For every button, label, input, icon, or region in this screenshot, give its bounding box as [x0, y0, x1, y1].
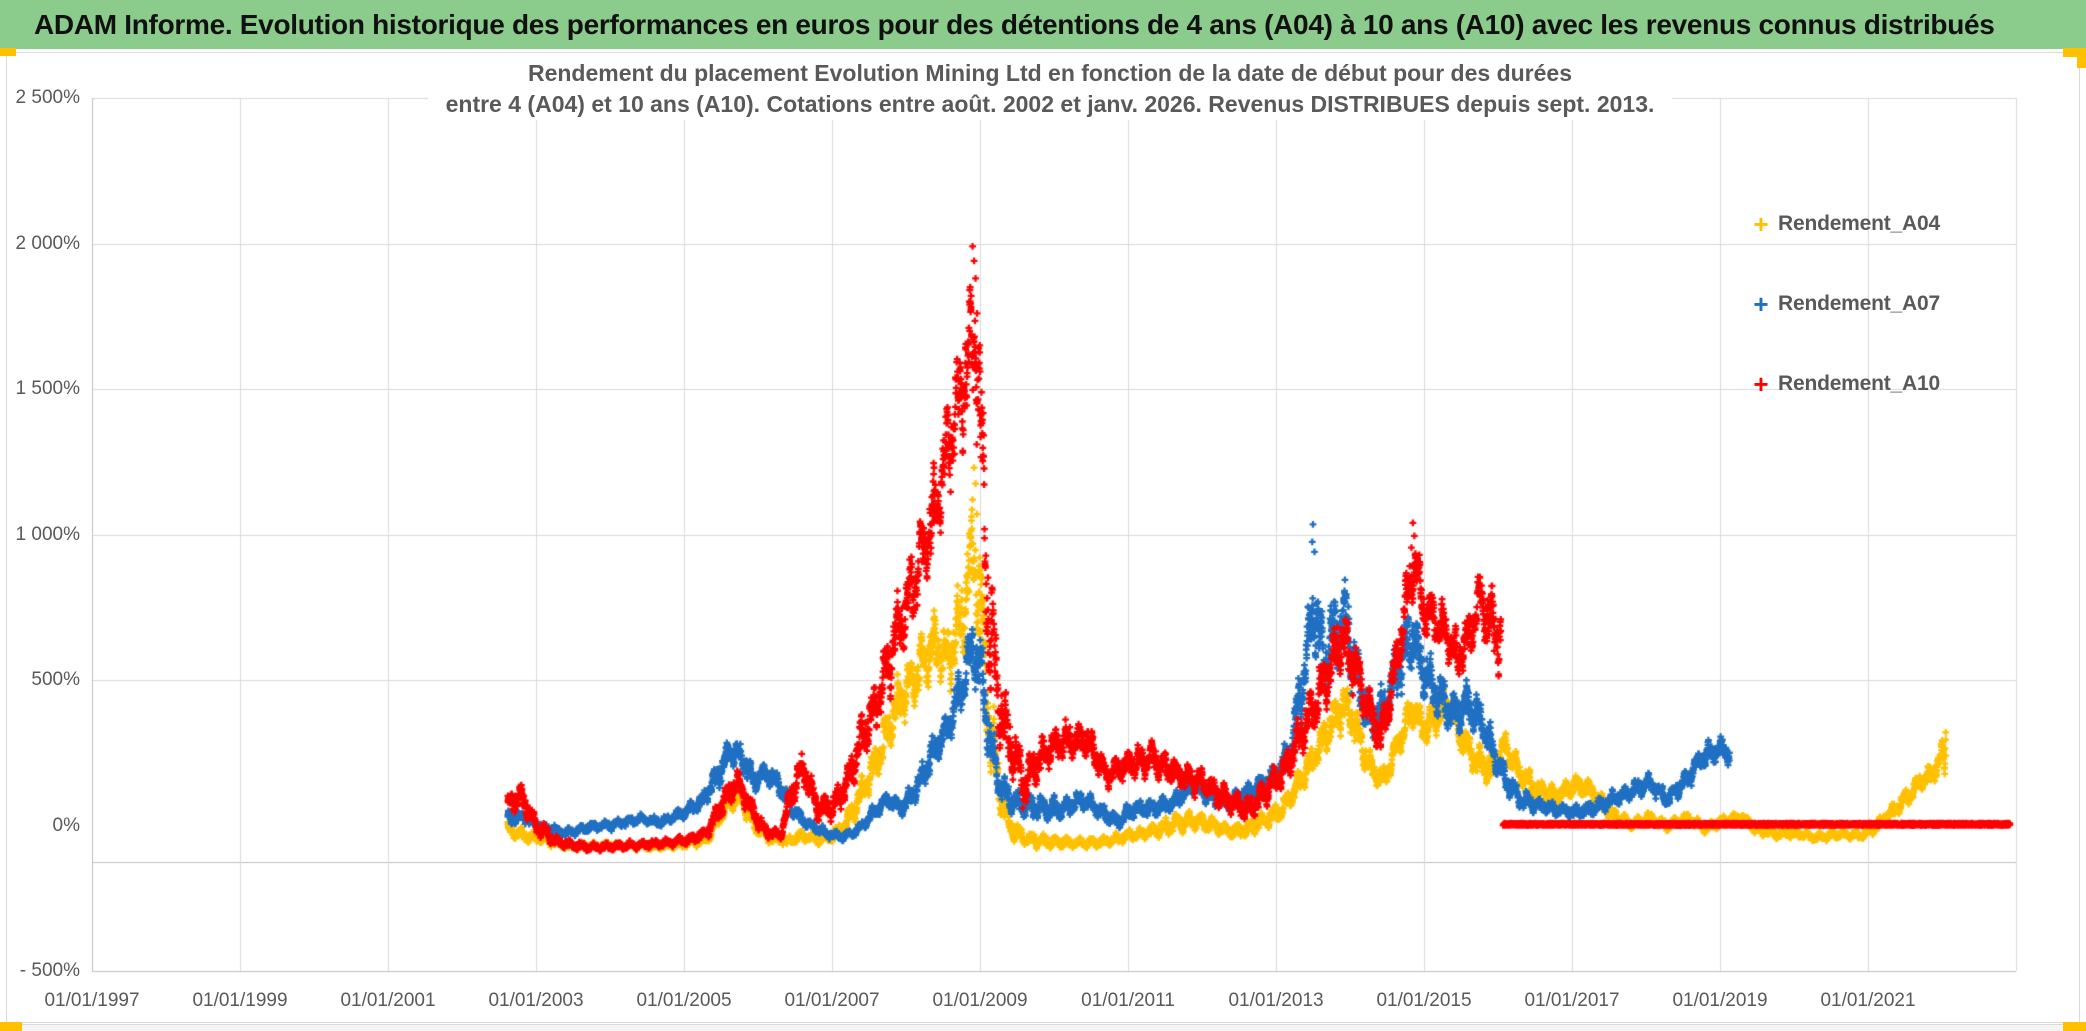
legend-item[interactable]: + Rendement_A10: [1748, 344, 2078, 424]
x-tick-label: 01/01/2007: [784, 990, 880, 1011]
y-tick-label: 500%: [31, 669, 80, 690]
y-tick-label: 2 000%: [15, 232, 80, 254]
legend-label: Rendement_A10: [1778, 372, 1940, 395]
legend-label: Rendement_A07: [1778, 292, 1940, 315]
x-tick-label: 01/01/2013: [1228, 990, 1324, 1011]
legend-label: Rendement_A04: [1778, 212, 1940, 235]
chart-title-line-2: entre 4 (A04) et 10 ans (A10). Cotations…: [445, 91, 1655, 117]
chart-legend: + Rendement_A04 + Rendement_A07 + Rendement_A…: [1748, 184, 2078, 424]
y-tick-label: 1 000%: [15, 523, 80, 545]
x-tick-label: 01/01/2009: [932, 990, 1028, 1011]
selection-corner-top-left: [0, 48, 16, 56]
plus-marker-icon: +: [1753, 209, 1769, 239]
chart-title-line-1: Rendement du placement Evolution Mining …: [527, 60, 1573, 86]
x-tick-label: 01/01/2011: [1081, 990, 1175, 1011]
selection-corner-bottom-left: [0, 1022, 22, 1031]
x-tick-label: 01/01/2019: [1672, 990, 1768, 1011]
spreadsheet-row-edge: [0, 1024, 2086, 1031]
plus-marker-icon: +: [1753, 289, 1769, 319]
legend-item[interactable]: + Rendement_A04: [1748, 184, 2078, 264]
x-tick-label: 01/01/2001: [340, 990, 436, 1011]
selection-corner-bottom-right: [2063, 1022, 2086, 1031]
chart-title: Rendement du placement Evolution Mining …: [428, 58, 1672, 120]
selection-corner-top-right-h: [2063, 48, 2086, 57]
y-tick-label: 1 500%: [15, 378, 80, 399]
y-tick-label: 0%: [52, 814, 80, 836]
x-tick-label: 01/01/1999: [192, 990, 288, 1011]
x-tick-label: 01/01/2015: [1376, 990, 1472, 1011]
x-tick-label: 01/01/1997: [44, 990, 140, 1011]
legend-item[interactable]: + Rendement_A07: [1748, 264, 2078, 344]
x-tick-label: 01/01/2005: [636, 990, 732, 1011]
x-tick-label: 01/01/2003: [488, 990, 584, 1011]
y-tick-label: 2 500%: [15, 87, 80, 108]
plus-marker-icon: +: [1753, 369, 1769, 399]
selection-corner-top-right-v: [2077, 48, 2086, 68]
x-tick-label: 01/01/2021: [1820, 990, 1916, 1011]
x-tick-label: 01/01/2017: [1524, 990, 1620, 1011]
y-tick-label: - 500%: [19, 960, 80, 981]
